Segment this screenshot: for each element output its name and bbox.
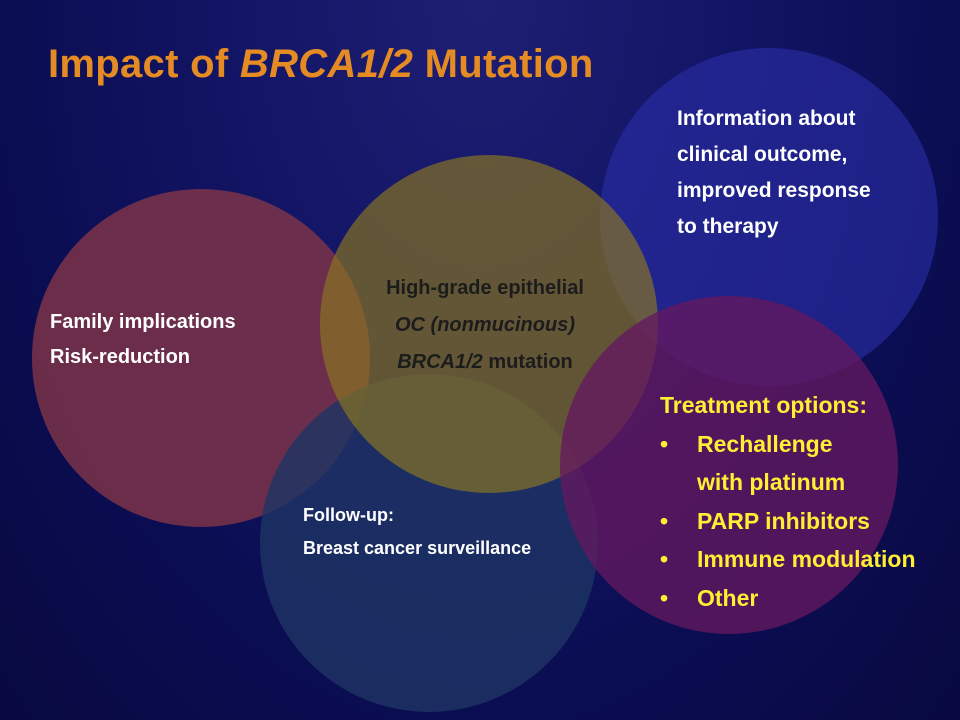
- treatment-item: • Immune modulation: [660, 540, 916, 579]
- bullet-icon: •: [660, 546, 669, 572]
- treatment-item: • PARP inhibitors: [660, 502, 916, 541]
- title-suffix: Mutation: [413, 42, 594, 86]
- clinical-line: Information about: [677, 107, 856, 130]
- center-mutation-text: High-grade epithelial OC (nonmucinous) B…: [330, 270, 640, 381]
- bullet-icon: •: [660, 584, 669, 611]
- treatment-options-circle: [560, 296, 898, 634]
- treatment-heading: Treatment options:: [660, 392, 868, 418]
- center-mutation-word: mutation: [482, 351, 573, 373]
- center-line-1: High-grade epithelial: [386, 277, 584, 299]
- bullet-icon: •: [660, 507, 669, 534]
- treatment-item-continuation: with platinum: [697, 469, 846, 495]
- follow-up-text: Follow-up: Breast cancer surveillance: [303, 499, 531, 565]
- clinical-line: improved response: [677, 179, 871, 202]
- clinical-line: clinical outcome,: [677, 143, 848, 166]
- family-line: Risk-reduction: [50, 346, 191, 368]
- slide-title: Impact of BRCA1/2 Mutation: [48, 42, 594, 87]
- follow-up-line: Follow-up:: [303, 505, 394, 525]
- treatment-options-text: Treatment options: • Rechallenge with pla…: [660, 386, 916, 617]
- treatment-item: • Other: [660, 579, 916, 618]
- center-line-3: BRCA1/2 mutation: [330, 344, 640, 381]
- title-prefix: Impact of: [48, 42, 240, 86]
- bullet-icon: •: [660, 430, 669, 457]
- family-line: Family implications: [50, 311, 236, 333]
- treatment-item: • Rechallenge: [660, 425, 916, 464]
- family-implications-text: Family implications Risk-reduction: [50, 305, 236, 375]
- center-gene: BRCA1/2: [397, 351, 483, 373]
- center-line-2: OC (nonmucinous): [395, 314, 575, 336]
- title-gene: BRCA1/2: [239, 42, 414, 86]
- clinical-line: to therapy: [677, 215, 779, 238]
- clinical-outcome-text: Information about clinical outcome, impr…: [677, 101, 871, 245]
- follow-up-line: Breast cancer surveillance: [303, 538, 532, 558]
